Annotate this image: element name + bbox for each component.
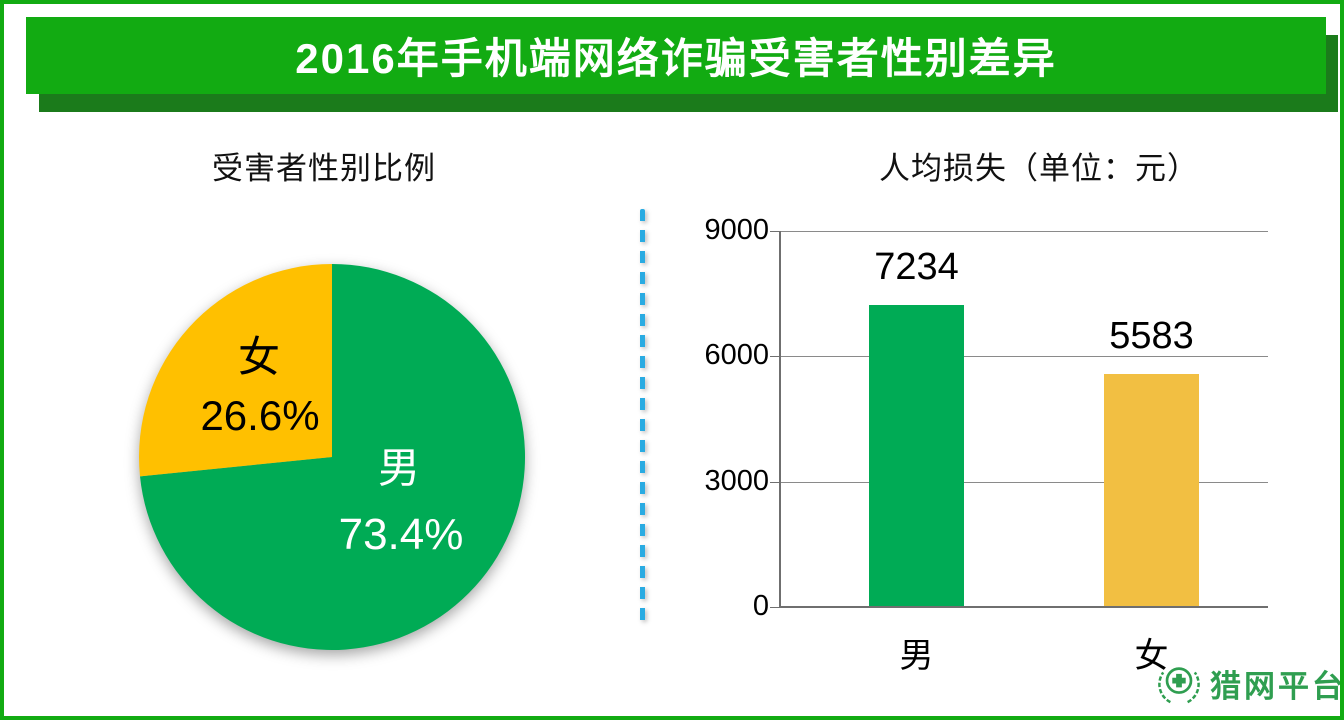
pie-slice-female bbox=[139, 264, 332, 477]
liewang-logo-icon bbox=[1158, 667, 1200, 704]
x-axis-label-男: 男 bbox=[899, 637, 934, 675]
pie-chart-title: 受害者性别比例 bbox=[212, 151, 436, 186]
pie-label-male: 男 bbox=[377, 444, 421, 492]
pie-label-female: 女 bbox=[237, 333, 281, 381]
bar-男 bbox=[869, 304, 964, 606]
gridline-6000 bbox=[780, 356, 1268, 358]
axis-tick-3000 bbox=[770, 481, 780, 483]
pie-value-male: 73.4% bbox=[338, 510, 464, 559]
bar-value-label-女: 5583 bbox=[1109, 314, 1194, 357]
bar-chart-title: 人均损失（单位：元） bbox=[879, 151, 1199, 186]
y-axis-label-9000: 9000 bbox=[704, 214, 769, 246]
pie-slice-male bbox=[140, 264, 526, 650]
axis-tick-6000 bbox=[770, 356, 780, 358]
bar-value-label-男: 7234 bbox=[874, 245, 959, 288]
y-axis-label-6000: 6000 bbox=[704, 339, 769, 372]
section-divider-dashed-line bbox=[640, 209, 645, 622]
page-title: 2016年手机端网络诈骗受害者性别差异 bbox=[295, 35, 1057, 82]
pie-value-female: 26.6% bbox=[200, 392, 320, 439]
y-axis-label-0: 0 bbox=[752, 590, 769, 622]
gridline-3000 bbox=[780, 481, 1268, 483]
bar-女 bbox=[1104, 373, 1199, 606]
axis-tick-0 bbox=[770, 607, 780, 608]
gridline-9000 bbox=[780, 231, 1268, 232]
y-axis-line bbox=[779, 231, 781, 607]
gridline-0 bbox=[780, 606, 1268, 608]
pie-chart bbox=[139, 264, 526, 650]
liewang-platform-logo: 猎网平台 bbox=[1156, 660, 1344, 706]
header-banner: 2016年手机端网络诈骗受害者性别差异 bbox=[26, 17, 1326, 94]
logo-text: 猎网平台 bbox=[1210, 668, 1344, 704]
y-axis-label-3000: 3000 bbox=[704, 464, 769, 497]
axis-tick-9000 bbox=[770, 231, 780, 232]
